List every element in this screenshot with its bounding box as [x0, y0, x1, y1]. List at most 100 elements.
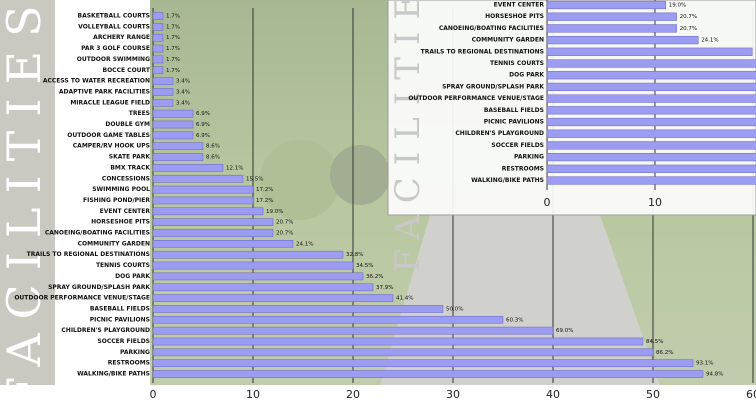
bar: [152, 33, 164, 42]
y-tick-label: EVENT CENTER: [100, 208, 151, 215]
y-tick-label: HORSESHOE PITS: [485, 13, 544, 20]
y-tick-label: MIRACLE LEAGUE FIELD: [70, 99, 150, 106]
y-tick-label: CHILDREN'S PLAYGROUND: [455, 130, 544, 137]
bar: [152, 218, 274, 226]
side-title: FACILITIES: [0, 0, 51, 403]
y-tick-label: WALKING/BIKE PATHS: [471, 177, 544, 184]
data-label: 3.4%: [176, 100, 190, 106]
data-label: 24.1%: [701, 38, 718, 44]
data-label: 20.7%: [276, 231, 293, 237]
bar: [152, 250, 344, 259]
bar: [546, 117, 756, 127]
y-tick-label: DOG PARK: [509, 72, 544, 79]
data-label: 84.5%: [646, 339, 663, 345]
y-tick-label: HORSESHOE PITS: [91, 219, 150, 226]
data-label: 20.7%: [680, 26, 697, 32]
bar: [152, 66, 164, 75]
y-tick-label: BMX TRACK: [110, 164, 150, 171]
bar: [152, 55, 164, 64]
data-label: 8.6%: [206, 155, 220, 161]
data-label: 17.2%: [256, 187, 273, 193]
bar: [152, 229, 274, 237]
y-tick-label: ADAPTIVE PARK FACILITIES: [59, 88, 150, 95]
y-tick-label: CAMPER/RV HOOK UPS: [73, 143, 150, 150]
data-label: 50.0%: [446, 306, 463, 312]
bar: [152, 196, 254, 205]
y-tick-label: TENNIS COURTS: [490, 60, 544, 67]
data-label: 19.0%: [266, 209, 283, 215]
y-tick-label: SOCCER FIELDS: [491, 142, 544, 149]
data-label: 60.3%: [506, 317, 523, 323]
y-tick-label: RESTROOMS: [502, 165, 544, 172]
bar: [546, 12, 677, 21]
bar: [152, 185, 254, 194]
bar: [546, 94, 756, 103]
bar: [152, 120, 194, 129]
data-label: 93.1%: [696, 361, 713, 367]
bar: [152, 359, 694, 368]
bar: [152, 348, 654, 357]
y-tick-label: SKATE PARK: [109, 154, 151, 161]
data-label: 1.7%: [166, 14, 180, 20]
x-tick-label: 20: [346, 388, 360, 401]
y-tick-label: EVENT CENTER: [494, 2, 545, 9]
y-tick-label: SWIMMING POOL: [92, 186, 150, 193]
y-tick-label: PICNIC PAVILIONS: [90, 316, 150, 323]
y-tick-label: SPRAY GROUND/SPLASH PARK: [442, 83, 544, 90]
y-tick-label: RESTROOMS: [108, 360, 150, 367]
bar: [546, 176, 756, 185]
x-tick-label: 10: [648, 196, 662, 209]
y-tick-label: TRAILS TO REGIONAL DESTINATIONS: [421, 48, 544, 55]
y-tick-label: DOUBLE GYM: [105, 121, 150, 128]
data-label: 19.0%: [669, 3, 686, 9]
bar: [546, 129, 756, 138]
data-label: 24.1%: [296, 241, 313, 247]
y-tick-label: TRAILS TO REGIONAL DESTINATIONS: [27, 251, 150, 258]
main-plot: 0 10 20 30 40 50 60 BASKETBALL COURTS 1.7% VOLLEY…: [14, 8, 756, 401]
photo-cyclist: [330, 145, 390, 205]
bar: [152, 164, 224, 172]
data-label: 37.9%: [376, 285, 393, 291]
data-label: 17.2%: [256, 198, 273, 204]
bar: [546, 24, 677, 33]
bar: [546, 164, 756, 173]
y-tick-label: ACCESS TO WATER RECREATION: [43, 78, 150, 85]
inset-side-title: FACILITIES: [388, 0, 428, 272]
data-label: 3.4%: [176, 79, 190, 85]
x-tick-label: 0: [544, 196, 551, 209]
y-tick-label: OUTDOOR GAME TABLES: [67, 132, 150, 139]
y-tick-label: ARCHERY RANGE: [93, 34, 150, 41]
x-tick-label: 60: [746, 388, 756, 401]
x-tick-label: 30: [446, 388, 460, 401]
x-tick-label: 50: [646, 388, 660, 401]
bar: [152, 315, 504, 324]
data-label: 94.8%: [706, 372, 723, 378]
bar: [152, 142, 204, 151]
bar: [152, 77, 174, 85]
y-tick-label: PARKING: [514, 154, 544, 161]
bar: [152, 44, 164, 53]
x-tick-label: 0: [150, 388, 157, 401]
bar: [152, 294, 394, 302]
data-label: 12.1%: [226, 165, 243, 171]
data-label: 1.7%: [166, 57, 180, 63]
data-label: 36.2%: [366, 274, 383, 280]
y-tick-label: SOCCER FIELDS: [97, 338, 150, 345]
y-tick-label: WALKING/BIKE PATHS: [77, 371, 150, 378]
y-tick-label: BASKETBALL COURTS: [78, 13, 150, 20]
bar: [546, 152, 756, 162]
bar: [152, 283, 374, 292]
bar: [152, 88, 174, 96]
bar: [546, 47, 753, 56]
data-label: 34.5%: [356, 263, 373, 269]
y-tick-label: CONCESSIONS: [102, 175, 150, 182]
x-tick-label: 40: [546, 388, 560, 401]
bar: [546, 82, 756, 92]
side-band: [0, 0, 55, 385]
y-tick-label: BASEBALL FIELDS: [484, 107, 544, 114]
data-label: 20.7%: [680, 14, 697, 20]
photo-cyclist: [260, 140, 340, 220]
bar: [152, 131, 194, 140]
data-label: 69.0%: [556, 328, 573, 334]
